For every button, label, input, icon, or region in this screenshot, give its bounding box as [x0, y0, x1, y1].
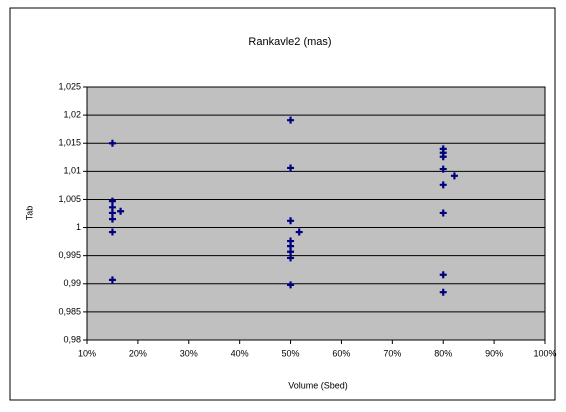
x-tick-label: 90% [485, 348, 503, 358]
x-tick-label: 20% [129, 348, 147, 358]
point [439, 153, 447, 161]
x-tick-label: 100% [533, 348, 556, 358]
x-tick-label: 80% [434, 348, 452, 358]
point [295, 228, 303, 236]
y-tick-label: 1,025 [58, 81, 81, 91]
x-tick-label: 30% [180, 348, 198, 358]
point [439, 209, 447, 217]
x-tick-label: 50% [282, 348, 300, 358]
x-tick-label: 60% [332, 348, 350, 358]
point [108, 276, 116, 284]
point [287, 248, 295, 256]
x-axis-title: Volume (Sbed) [288, 380, 348, 390]
y-tick-label: 1,02 [63, 109, 81, 119]
point [108, 139, 116, 147]
y-tick-label: 0,98 [63, 334, 81, 344]
y-tick-label: 0,99 [63, 278, 81, 288]
y-tick-label: 1,005 [58, 194, 81, 204]
point [287, 116, 295, 124]
point [287, 217, 295, 225]
y-tick-label: 1 [76, 222, 81, 232]
x-tick-label: 10% [78, 348, 96, 358]
point [287, 254, 295, 262]
plot-area [86, 86, 546, 341]
point [117, 207, 125, 215]
point [108, 228, 116, 236]
point [287, 164, 295, 172]
x-tick-label: 70% [383, 348, 401, 358]
chart-title: Rankavle2 (mas) [248, 36, 331, 48]
point [439, 181, 447, 189]
y-tick-label: 1,015 [58, 138, 81, 148]
y-axis-title: Tab [24, 206, 34, 221]
point [108, 209, 116, 217]
y-tick-label: 0,995 [58, 250, 81, 260]
x-tick-label: 40% [231, 348, 249, 358]
point [108, 197, 116, 205]
point [439, 271, 447, 279]
y-tick-label: 0,985 [58, 306, 81, 316]
point [287, 281, 295, 289]
point [450, 172, 458, 180]
point [439, 288, 447, 296]
point [108, 215, 116, 223]
y-tick-label: 1,01 [63, 166, 81, 176]
point [439, 165, 447, 173]
